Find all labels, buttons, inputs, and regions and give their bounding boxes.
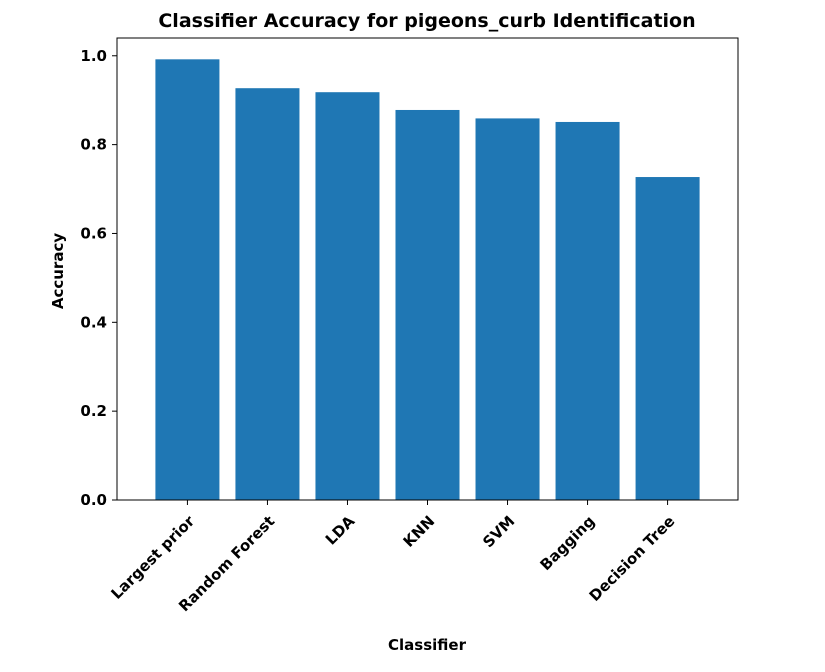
bar-knn [395,109,460,500]
y-tick-label: 0.0 [80,491,107,509]
x-axis-label: Classifier [388,636,467,654]
y-tick-label: 0.4 [80,313,107,331]
bar-bagging [555,121,620,501]
bar-decision-tree [635,177,700,501]
y-tick-label: 0.8 [80,136,107,154]
bar-random-forest [235,88,300,500]
plot-frame [116,37,739,501]
bars-group [155,59,700,501]
y-axis-ticks: 0.0 0.2 0.4 0.6 0.8 1.0 [80,47,117,509]
y-tick-label: 1.0 [80,47,107,65]
y-axis-label: Accuracy [49,233,67,309]
bar-lda [315,92,380,500]
bar-svm [475,118,540,500]
chart-title: Classifier Accuracy for pigeons_curb Ide… [158,10,695,32]
bar-largest-prior [155,59,220,500]
y-tick-label: 0.6 [80,224,107,242]
y-tick-label: 0.2 [80,402,107,420]
